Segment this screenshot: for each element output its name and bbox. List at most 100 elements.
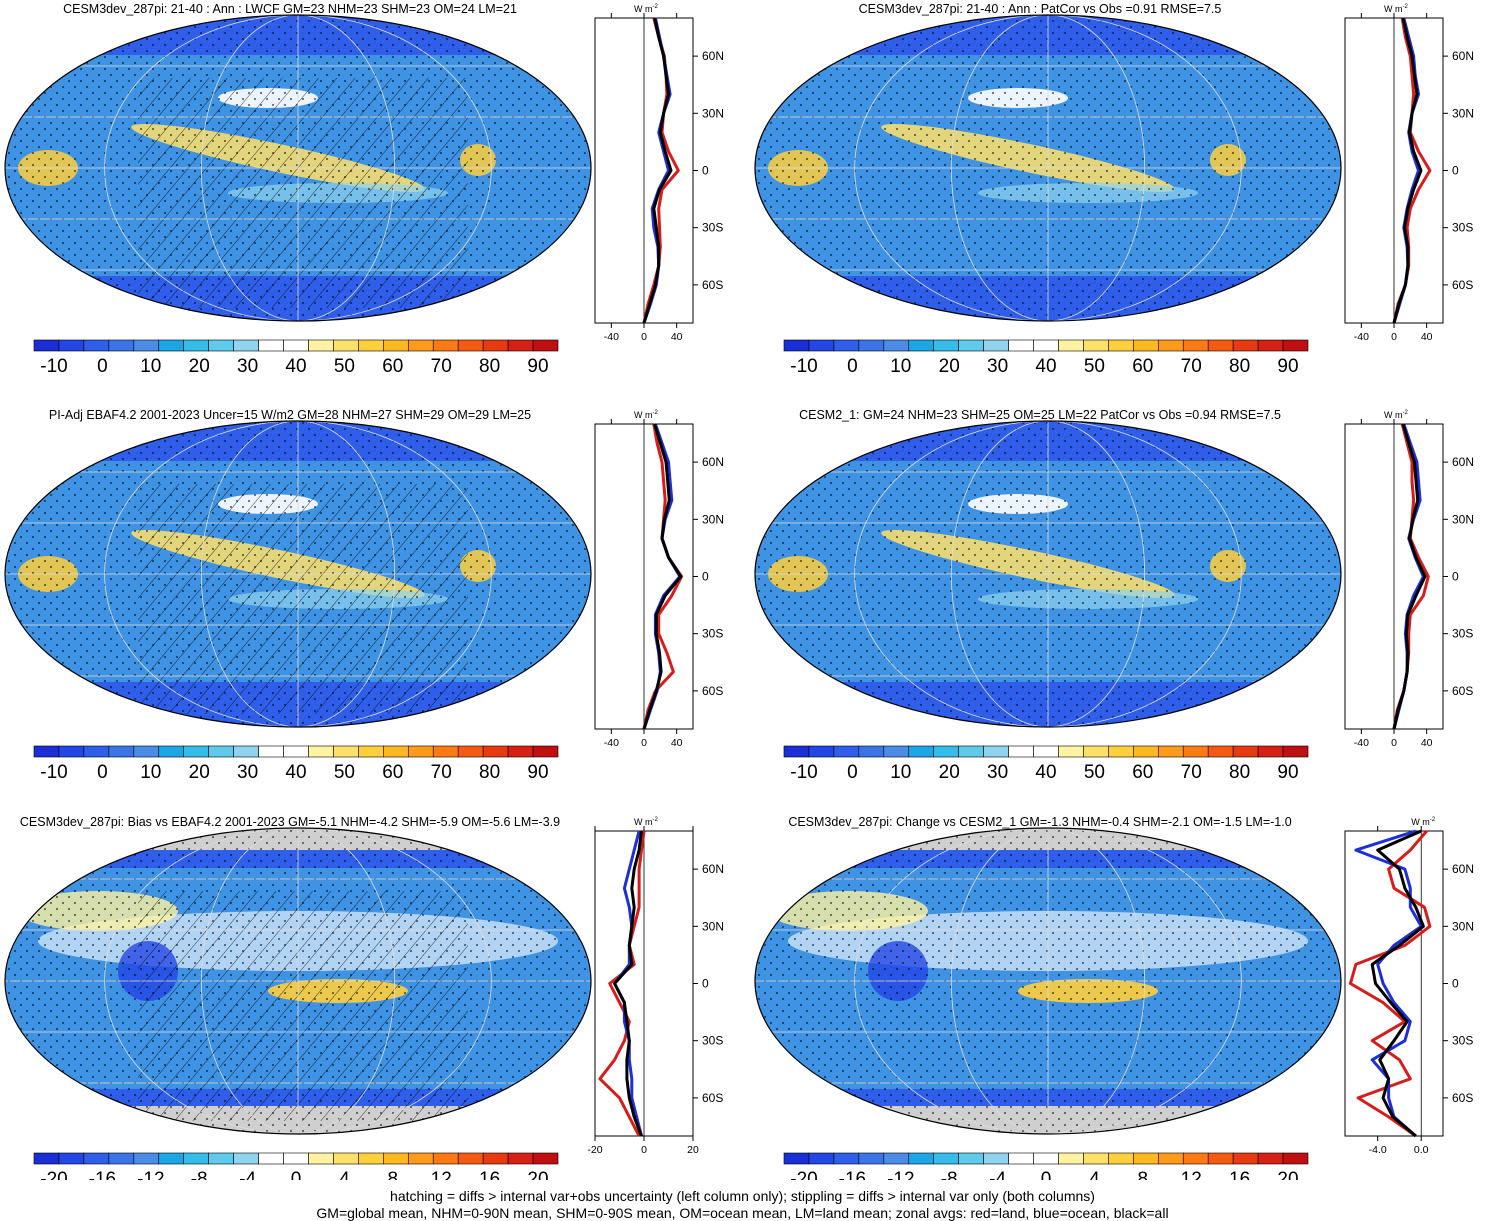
colorbar-swatch [358, 745, 384, 758]
colorbar-swatch [258, 1152, 284, 1165]
colorbar-swatch [58, 745, 85, 758]
colorbar-swatch [258, 339, 284, 352]
colorbar-tick-label: 60 [382, 762, 403, 783]
colorbar-tick-label: 80 [1229, 762, 1250, 783]
colorbar-swatch [1008, 1152, 1034, 1165]
colorbar-swatch [958, 339, 984, 352]
colorbar-swatch [482, 1152, 509, 1165]
colorbar-swatch [83, 745, 110, 758]
profile-y-tick-label: 0 [702, 164, 709, 178]
colorbar-swatch [1157, 745, 1184, 758]
map-field [755, 828, 1341, 1134]
colorbar-swatch [108, 1152, 135, 1165]
colorbar-swatch [482, 745, 509, 758]
colorbar-swatch [507, 1152, 534, 1165]
colorbar: -20 -16 -12 -8 -4 0 4 8 12 16 20 [33, 1152, 559, 1180]
profile-y-tick-label: 0 [702, 570, 709, 584]
profile-y-tick-label: 30N [1452, 512, 1474, 526]
profile-line-land [642, 17, 680, 324]
colorbar-tick-label: 30 [987, 762, 1008, 783]
profile-y-tick-label: 60S [1452, 278, 1473, 292]
colorbar-swatch [532, 1152, 559, 1165]
colorbar-tick-label: -20 [40, 1169, 67, 1180]
map-outline [754, 14, 1342, 322]
colorbar-swatch [1058, 745, 1084, 758]
colorbar-swatch [1157, 339, 1184, 352]
colorbar: -10 0 10 20 30 40 50 60 70 80 90 [783, 745, 1309, 783]
hatch-overlay [138, 484, 468, 714]
colorbar-swatch [208, 745, 234, 758]
colorbar-swatch [283, 339, 309, 352]
profile-x-tick-label: 40 [1421, 737, 1433, 749]
colorbar-swatch [407, 745, 434, 758]
colorbar-swatch [333, 1152, 359, 1165]
colorbar-swatch [1257, 745, 1284, 758]
profile-y-tick-label: 30S [1452, 221, 1473, 235]
profile-line-land [598, 830, 646, 1137]
colorbar-swatch [808, 1152, 835, 1165]
colorbar-tick-label: 10 [890, 762, 911, 783]
colorbar-swatch [833, 745, 860, 758]
profile-unit: W m-2 [634, 4, 658, 14]
colorbar-swatch [158, 339, 185, 352]
colorbar-swatch [1282, 339, 1309, 352]
profile-y-tick-label: 0 [1452, 164, 1459, 178]
profile-y-tick-label: 30S [1452, 627, 1473, 641]
colorbar-swatch [133, 1152, 160, 1165]
colorbar-swatch [183, 745, 209, 758]
colorbar-swatch [833, 339, 860, 352]
profile-unit: W m-2 [1384, 4, 1408, 14]
colorbar-swatch [1133, 339, 1159, 352]
colorbar-swatch [407, 339, 434, 352]
colorbar-tick-label: 50 [334, 356, 355, 377]
colorbar-swatch [1083, 745, 1109, 758]
profile-unit: W m-2 [1384, 410, 1408, 420]
zonal-profile: W m-2 60N 30N 0 30S 60S -20 0 20 [587, 817, 724, 1156]
colorbar-swatch [383, 745, 409, 758]
profile-x-tick-label: 40 [671, 737, 683, 749]
colorbar-tick-label: 40 [1035, 762, 1056, 783]
profile-line-land [642, 423, 684, 730]
colorbar-swatch [1108, 339, 1134, 352]
panel-title: CESM3dev_287pi: 21-40 : Ann : PatCor vs … [859, 2, 1222, 16]
profile-y-tick-label: 60N [702, 455, 724, 469]
colorbar-tick-label: -10 [40, 356, 67, 377]
colorbar-tick-label: 4 [1089, 1169, 1100, 1180]
colorbar-tick-label: 0 [1041, 1169, 1052, 1180]
colorbar-swatch [482, 339, 509, 352]
colorbar-swatch [1257, 1152, 1284, 1165]
colorbar-swatch [933, 339, 959, 352]
colorbar-swatch [783, 339, 810, 352]
colorbar-tick-label: 50 [1084, 356, 1105, 377]
panel-3: PI-Adj EBAF4.2 2001-2023 Uncer=15 W/m2 G… [4, 408, 724, 783]
profile-y-tick-label: 0 [1452, 570, 1459, 584]
colorbar-tick-label: -12 [887, 1169, 914, 1180]
colorbar-swatch [308, 339, 334, 352]
profile-y-tick-label: 30N [702, 106, 724, 120]
colorbar-swatch [333, 339, 359, 352]
panel-6: CESM3dev_287pi: Change vs CESM2_1 GM=-1.… [754, 815, 1474, 1180]
colorbar-swatch [407, 1152, 434, 1165]
colorbar-tick-label: 20 [189, 356, 210, 377]
colorbar-swatch [1033, 1152, 1059, 1165]
profile-y-tick-label: 60S [702, 684, 723, 698]
panel-title: CESM3dev_287pi: Bias vs EBAF4.2 2001-202… [20, 815, 560, 829]
colorbar-swatch [383, 339, 409, 352]
profile-x-tick-label: -40 [1354, 737, 1369, 749]
profile-x-tick-label: 0 [1391, 331, 1397, 343]
figure-canvas: CESM3dev_287pi: 21-40 : Ann : LWCF GM=23… [4, 2, 1474, 1180]
colorbar-tick-label: 10 [140, 356, 161, 377]
colorbar-swatch [1282, 1152, 1309, 1165]
panel-title: CESM3dev_287pi: Change vs CESM2_1 GM=-1.… [788, 815, 1291, 829]
colorbar-tick-label: 20 [189, 762, 210, 783]
profile-line-all [642, 423, 683, 730]
profile-y-tick-label: 60N [1452, 862, 1474, 876]
colorbar-swatch [958, 1152, 984, 1165]
profile-line-ocean [1392, 423, 1425, 730]
colorbar-swatch [833, 1152, 860, 1165]
colorbar-swatch [308, 745, 334, 758]
profile-y-tick-label: 60N [1452, 49, 1474, 63]
colorbar-tick-label: 0 [291, 1169, 302, 1180]
map-field [5, 421, 591, 727]
colorbar-swatch [33, 1152, 60, 1165]
